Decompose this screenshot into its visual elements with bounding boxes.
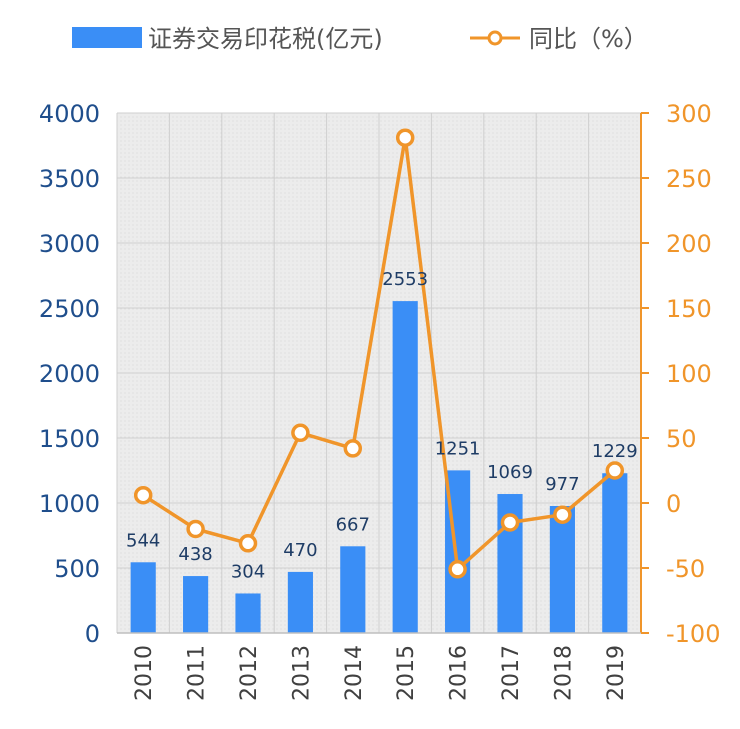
- bar-value-label: 2553: [382, 269, 428, 290]
- left-axis: 0 500 1000 1500 2000 2500 3000 3500 4000: [39, 100, 100, 648]
- x-axis: 2010 2011 2012 2013 2014 2015 2016 2017 2018 2019: [117, 632, 641, 701]
- line-series: [133, 128, 625, 579]
- bar: [340, 546, 366, 633]
- left-axis-tick-label: 0: [85, 620, 100, 648]
- right-axis-tick-label: 50: [666, 425, 697, 453]
- bar-value-label: 544: [126, 530, 160, 551]
- x-axis-tick-label: 2014: [342, 645, 367, 701]
- x-axis-tick-label: 2010: [132, 645, 157, 701]
- line-point: [500, 513, 520, 532]
- left-axis-tick-label: 1500: [39, 425, 100, 453]
- left-axis-tick-label: 4000: [39, 100, 100, 128]
- legend-bar-label: 证券交易印花税(亿元): [148, 25, 383, 53]
- bar: [130, 562, 156, 633]
- left-axis-tick-label: 1000: [39, 490, 100, 518]
- right-axis-tick-label: 100: [666, 360, 712, 388]
- line-point: [605, 461, 625, 480]
- legend-line-label: 同比（%）: [529, 25, 648, 53]
- legend: 证券交易印花税(亿元) 同比（%）: [72, 25, 648, 53]
- series-line: [142, 135, 616, 572]
- bar: [549, 505, 575, 633]
- line-point: [343, 439, 363, 458]
- right-axis-tick-label: 300: [666, 100, 712, 128]
- right-axis: -100 -50 0 50 100 150 200 250 300: [640, 100, 720, 648]
- bar-value-label: 304: [231, 561, 265, 582]
- x-axis-tick-label: 2018: [551, 645, 576, 701]
- x-axis-tick-label: 2015: [394, 645, 419, 701]
- bar: [602, 473, 628, 633]
- line-point: [395, 128, 415, 147]
- right-axis-tick-label: 150: [666, 295, 712, 323]
- line-point: [133, 485, 153, 505]
- right-axis-tick-label: 200: [666, 230, 712, 258]
- left-axis-tick-label: 2000: [39, 360, 100, 388]
- left-axis-tick-label: 2500: [39, 295, 100, 323]
- bar-data-labels: 544 438 304 470 667 2553 1251 1069 977 1229: [126, 269, 638, 582]
- legend-line-marker: [487, 30, 503, 46]
- x-axis-tick-label: 2013: [289, 645, 314, 701]
- line-point: [448, 560, 467, 579]
- x-axis-tick-label: 2016: [447, 645, 472, 701]
- left-axis-tick-label: 3000: [39, 230, 100, 258]
- bar-value-label: 470: [283, 540, 317, 561]
- right-axis-tick-label: -50: [666, 555, 705, 583]
- right-axis-tick-label: 250: [666, 165, 712, 193]
- bar-value-label: 1229: [592, 441, 638, 462]
- bar-value-label: 667: [336, 514, 370, 535]
- line-point: [238, 534, 258, 553]
- bar-series: [130, 301, 628, 633]
- x-axis-tick-label: 2019: [604, 645, 629, 701]
- line-point: [553, 505, 572, 524]
- bar: [183, 576, 209, 633]
- left-axis-tick-label: 3500: [39, 165, 100, 193]
- bar-value-label: 438: [178, 544, 212, 565]
- x-axis-tick-label: 2017: [499, 645, 524, 701]
- legend-bar-swatch: [72, 27, 142, 48]
- bar-value-label: 977: [545, 474, 579, 495]
- line-point: [186, 519, 205, 539]
- right-axis-tick-label: 0: [666, 490, 681, 518]
- bar-value-label: 1069: [487, 462, 533, 483]
- left-axis-tick-label: 500: [54, 555, 100, 583]
- bar: [287, 571, 313, 633]
- x-axis-tick-label: 2011: [185, 645, 210, 701]
- x-axis-tick-label: 2012: [237, 645, 262, 701]
- bar-value-label: 1251: [435, 438, 481, 459]
- right-axis-tick-label: -100: [666, 620, 720, 648]
- line-point: [291, 423, 310, 443]
- bar: [392, 301, 418, 633]
- bar: [235, 593, 261, 633]
